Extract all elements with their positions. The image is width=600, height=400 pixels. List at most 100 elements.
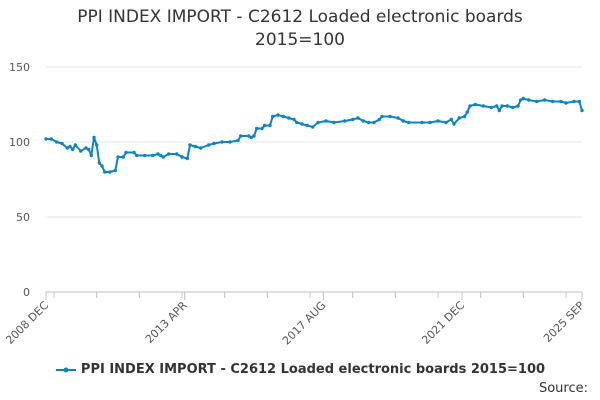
- data-point: [377, 117, 381, 122]
- data-point: [249, 135, 253, 140]
- data-point: [121, 155, 126, 159]
- data-point: [463, 114, 467, 119]
- data-point: [49, 137, 53, 141]
- series-layer: [44, 96, 584, 174]
- data-point: [457, 116, 461, 120]
- data-point: [300, 122, 304, 126]
- data-point: [473, 102, 477, 107]
- data-point: [113, 168, 118, 173]
- chart-title: PPI INDEX IMPORT - C2612 Loaded electron…: [0, 6, 600, 52]
- data-point: [161, 155, 165, 159]
- data-point: [159, 153, 163, 158]
- data-point: [167, 152, 171, 156]
- data-point: [79, 149, 83, 153]
- data-point: [44, 137, 48, 141]
- x-tick-label: 2021 DEC: [419, 299, 467, 347]
- data-point: [255, 126, 259, 131]
- data-point: [236, 138, 240, 143]
- data-point: [132, 150, 136, 155]
- data-point: [55, 140, 59, 144]
- data-point: [305, 123, 309, 128]
- y-axis-ticks: 0 50 100 150: [9, 61, 30, 299]
- data-point: [356, 116, 360, 120]
- y-tick-label: 100: [9, 136, 30, 149]
- data-point: [361, 119, 365, 123]
- data-point: [577, 99, 581, 104]
- data-point: [516, 104, 520, 108]
- data-point: [559, 99, 563, 104]
- x-tick-label: 2013 APR: [143, 299, 190, 346]
- legend-swatch-icon: [55, 367, 76, 372]
- data-point: [564, 101, 568, 105]
- data-point: [495, 104, 499, 108]
- x-axis-ticks: 2008 DEC 2013 APR 2017 AUG 2021 DEC 2025 SEP: [3, 292, 587, 347]
- data-point: [103, 170, 107, 174]
- data-point: [60, 141, 64, 146]
- data-point: [481, 104, 485, 108]
- data-point: [436, 119, 440, 123]
- data-point: [71, 147, 75, 152]
- data-point: [372, 120, 376, 125]
- data-point: [100, 164, 104, 168]
- data-point: [281, 114, 285, 119]
- data-point: [207, 143, 211, 147]
- data-point: [572, 99, 576, 104]
- data-point: [271, 114, 275, 119]
- data-point: [220, 140, 224, 144]
- data-point: [449, 117, 453, 122]
- data-point: [87, 147, 91, 152]
- data-point: [239, 134, 243, 138]
- data-point: [143, 153, 147, 158]
- data-point: [247, 134, 251, 138]
- data-point: [396, 116, 400, 120]
- y-tick-label: 50: [16, 211, 30, 224]
- data-point: [188, 143, 192, 147]
- data-point: [497, 108, 501, 113]
- data-point: [311, 125, 315, 129]
- data-point: [351, 117, 355, 122]
- legend[interactable]: PPI INDEX IMPORT - C2612 Loaded electron…: [0, 362, 600, 377]
- chart-title-line1: PPI INDEX IMPORT - C2612 Loaded electron…: [77, 7, 523, 27]
- data-point: [407, 120, 411, 125]
- data-point: [89, 153, 94, 158]
- data-point: [295, 120, 299, 125]
- x-tick-label: 2025 SEP: [541, 299, 587, 345]
- data-point: [124, 150, 128, 155]
- data-point: [380, 114, 384, 119]
- data-point: [316, 120, 320, 125]
- data-point: [465, 110, 469, 114]
- data-point: [505, 104, 509, 108]
- y-tick-label: 0: [23, 286, 30, 299]
- x-tick-label: 2008 DEC: [3, 299, 51, 347]
- data-point: [260, 126, 264, 131]
- data-point: [95, 143, 99, 147]
- data-point: [73, 143, 78, 147]
- data-point: [287, 116, 291, 120]
- data-point: [228, 140, 232, 144]
- data-point: [212, 141, 216, 146]
- data-point: [92, 135, 96, 140]
- data-point: [65, 146, 70, 150]
- data-point: [511, 105, 515, 110]
- data-point: [68, 144, 72, 149]
- data-point: [324, 119, 328, 123]
- data-point: [527, 98, 531, 102]
- data-point: [401, 119, 405, 123]
- data-point: [535, 99, 539, 104]
- data-point: [263, 123, 267, 128]
- legend-label: PPI INDEX IMPORT - C2612 Loaded electron…: [80, 362, 546, 377]
- data-point: [444, 120, 448, 125]
- data-point: [580, 108, 584, 113]
- data-point: [175, 152, 179, 156]
- data-point: [97, 161, 102, 165]
- data-point: [276, 113, 280, 117]
- data-point: [199, 146, 203, 150]
- data-point: [367, 120, 371, 125]
- data-point: [180, 155, 184, 159]
- data-point: [521, 96, 525, 101]
- data-point: [428, 120, 432, 125]
- data-point: [193, 144, 197, 149]
- data-point: [292, 117, 296, 122]
- data-point: [185, 156, 189, 161]
- data-point: [268, 123, 272, 128]
